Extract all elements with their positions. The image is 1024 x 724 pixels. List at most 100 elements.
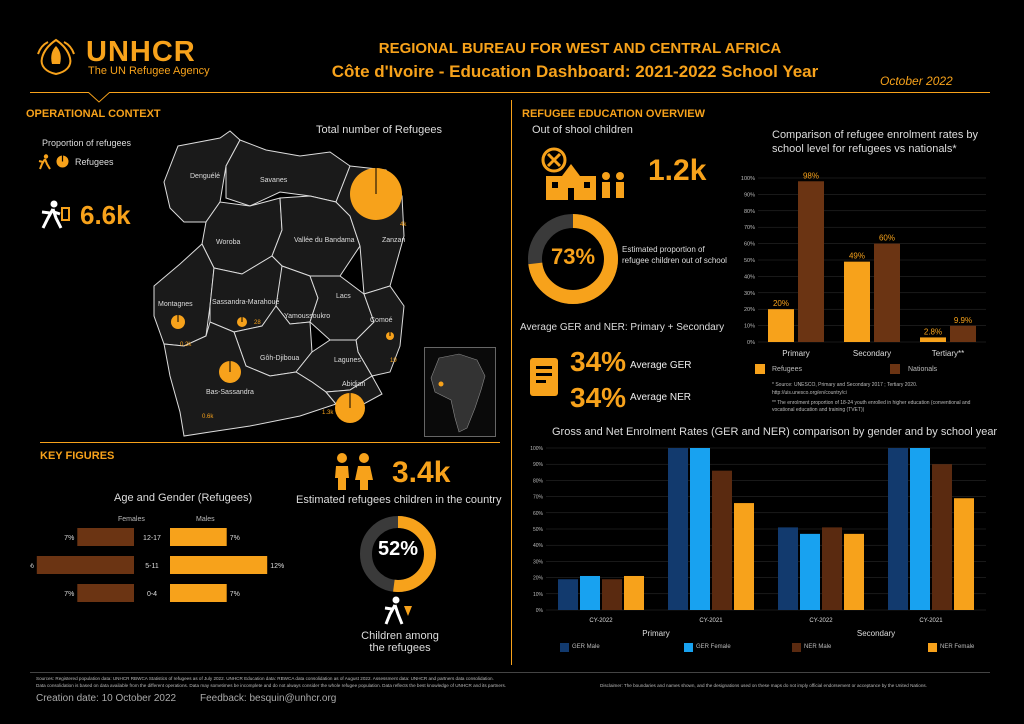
avg-ner-label: Average NER (630, 392, 691, 403)
children-pct: 52% (377, 538, 419, 560)
legend-ner-female: NER Female (940, 644, 975, 650)
age-label-1: 5-11 (145, 563, 159, 570)
avg-ger-value: 34% (570, 346, 627, 377)
label-abidjan: Abidjan (342, 381, 365, 388)
label-bas-sassandra: Bas-Sassandra (206, 389, 254, 396)
c1-ytick-1: 10% (744, 324, 755, 330)
c2-bar-0-0 (558, 579, 578, 610)
legend-refugees-swatch (755, 364, 765, 374)
c1-bar-0-0 (768, 309, 794, 342)
chart-note-1: * Source: UNESCO, Primary and Secondary … (772, 382, 918, 388)
region-montagnes (153, 243, 215, 347)
education-overview-title: REFUGEE EDUCATION OVERVIEW (522, 108, 705, 120)
ger-ner-chart: 0% 10% 20% 30% 40% 50% 60% 70% 80% 90% 100% CY-2022… (530, 446, 986, 638)
unhcr-emblem-icon (34, 36, 78, 76)
age-gender-title: Age and Gender (Refugees) (114, 492, 253, 504)
label-denguele: Denguélé (190, 173, 220, 180)
female-bar-0 (77, 528, 134, 546)
c1-label-0-0: 20% (773, 299, 789, 308)
enrolment-chart: 0% 10% 20% 30% 40% 50% 60% 70% 80% 90% 100% 20% 98% P… (741, 171, 986, 358)
label-savanes: Savanes (260, 177, 288, 184)
c2-ytick-6: 60% (533, 511, 544, 517)
c2-bar-3-1 (910, 448, 930, 610)
children-value: 3.4k (392, 456, 451, 489)
c2-ytick-7: 70% (533, 495, 544, 501)
c2-bar-2-0 (778, 527, 798, 610)
c1-label-1-1: 60% (879, 234, 895, 243)
legend-refugees-label: Refugees (772, 366, 802, 373)
c2-bar-2-3 (844, 533, 864, 610)
c2-bar-3-3 (954, 498, 974, 610)
legend-refugees: Refugees (75, 157, 114, 167)
female-bar-2 (77, 584, 134, 602)
label-comoe: Comoé (370, 317, 393, 324)
cote-divoire-map: Denguélé Savanes Woroba Vallée du Bandam… (153, 130, 407, 437)
c2-bar-1-2 (712, 470, 732, 610)
out-of-school-value: 1.2k (648, 154, 707, 187)
column-divider (511, 100, 512, 665)
c1-ytick-10: 100% (741, 176, 755, 182)
legend-ger-female-swatch (684, 643, 693, 652)
legend-ner-male: NER Male (804, 644, 832, 650)
enrolment-chart-title: Comparison of refugee enrolment rates by… (772, 129, 979, 155)
school-icon (540, 146, 630, 207)
c2-ytick-2: 20% (533, 576, 544, 582)
label-lagunes: Lagunes (334, 357, 361, 364)
age-label-0: 12-17 (143, 535, 161, 542)
children-icon (330, 452, 376, 497)
count-comoe: 19 (390, 358, 397, 364)
book-icon (528, 356, 560, 403)
female-pct-0: 7% (64, 535, 74, 542)
key-figures-divider (40, 442, 500, 443)
out-of-school-pct-label: Estimated proportion of refugee children… (622, 245, 727, 265)
age-gender-pyramid: 12-17 7% 7% 5-11 12% 12% 0-4 7% 7% (30, 528, 284, 602)
pie-legend-icon (56, 155, 69, 173)
male-pct-1: 12% (270, 563, 284, 570)
header-region: REGIONAL BUREAU FOR WEST AND CENTRAL AFR… (378, 40, 782, 57)
c1-ytick-2: 20% (744, 307, 755, 313)
c1-bar-2-1 (950, 325, 976, 342)
c1-label-1-0: 49% (849, 252, 865, 261)
c1-bar-0-1 (798, 181, 824, 342)
legend-nationals-swatch (890, 364, 900, 374)
label-lacs: Lacs (336, 293, 351, 300)
children-donut (360, 516, 436, 592)
c2-group-1: Secondary (857, 629, 895, 638)
footer-disclaimer: Disclaimer: The boundaries and names sho… (600, 683, 927, 688)
label-montagnes: Montagnes (158, 301, 193, 308)
label-vallee-bandama: Vallée du Bandama (294, 237, 355, 244)
region-comoe (355, 285, 405, 377)
legend-nationals-label: Nationals (908, 366, 938, 373)
creation-date: Creation date: 10 October 2022 (36, 693, 177, 704)
c1-ytick-6: 60% (744, 242, 755, 248)
c2-bar-3-0 (888, 448, 908, 610)
c2-bar-2-2 (822, 527, 842, 610)
children-label: Estimated refugees children in the count… (296, 494, 502, 506)
c1-label-0-1: 98% (803, 171, 819, 180)
female-pct-1: 12% (30, 563, 34, 570)
brand-name: UNHCR (86, 36, 196, 68)
female-pct-2: 7% (64, 591, 74, 598)
brand-tagline: The UN Refugee Agency (88, 65, 210, 77)
c2-ytick-1: 10% (533, 592, 544, 598)
c1-ytick-0: 0% (747, 340, 755, 346)
c1-cat-1: Secondary (853, 349, 891, 358)
male-bar-0 (170, 528, 227, 546)
legend-ner-female-swatch (928, 643, 937, 652)
legend-ger-female: GER Female (696, 644, 731, 650)
map-title: Total number of Refugees (316, 124, 442, 136)
c2-bar-1-3 (734, 503, 754, 610)
out-of-school-pct: 73% (550, 244, 596, 269)
footer-sources: Sources: Registered population data: UNH… (36, 676, 494, 681)
c2-bar-0-1 (580, 575, 600, 610)
c2-bar-3-2 (932, 464, 952, 610)
male-pct-0: 7% (230, 535, 240, 542)
header-notch (88, 92, 110, 103)
c2-ytick-0: 0% (536, 608, 544, 614)
c2-ytick-8: 80% (533, 478, 544, 484)
child-walk-icon (382, 596, 416, 631)
c2-cat-3: CY-2021 (919, 618, 943, 624)
avg-ger-ner-title: Average GER and NER: Primary + Secondary (520, 322, 725, 333)
age-label-2: 0-4 (147, 591, 157, 598)
feedback-email[interactable]: Feedback: besquin@unhcr.org (200, 693, 337, 704)
